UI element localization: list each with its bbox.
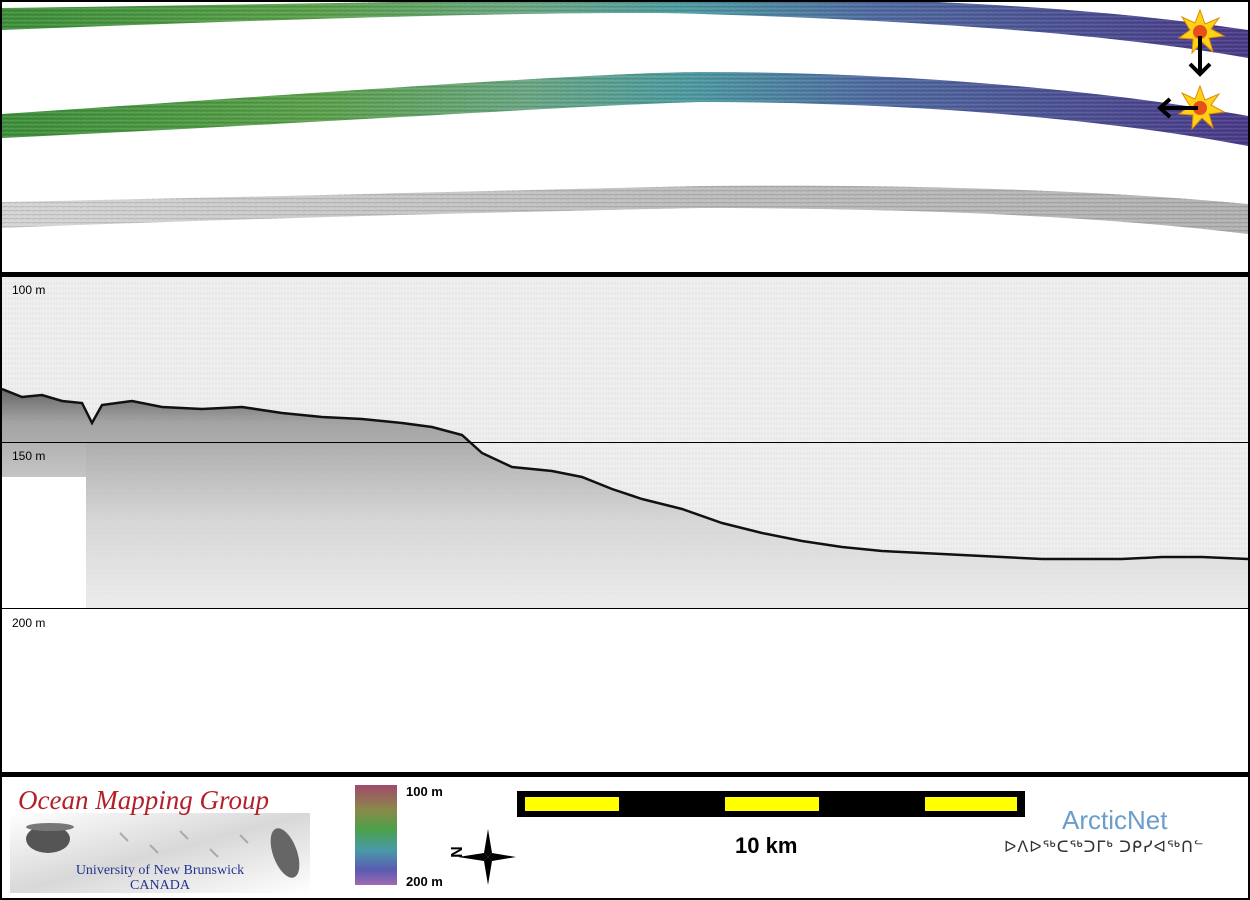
arrow-down-icon bbox=[1188, 36, 1212, 77]
colorbar-top-label: 100 m bbox=[406, 784, 443, 799]
arrow-left-icon bbox=[1157, 97, 1198, 119]
depth-label-150: 150 m bbox=[12, 449, 46, 463]
ocean-mapping-group-logo: Ocean Mapping Group University of New Br… bbox=[10, 783, 310, 893]
colorbar-bottom-label: 200 m bbox=[406, 874, 443, 889]
north-arrow-icon bbox=[458, 829, 516, 885]
profile-image bbox=[1, 277, 1249, 609]
depth-gridline-200 bbox=[2, 608, 1248, 609]
legend-panel: Ocean Mapping Group University of New Br… bbox=[2, 777, 1248, 898]
depth-colorbar bbox=[355, 785, 397, 885]
scale-segment bbox=[725, 797, 819, 811]
scale-segment bbox=[525, 797, 619, 811]
scale-bar bbox=[517, 791, 1025, 817]
separator bbox=[0, 272, 1250, 277]
backscatter-swath bbox=[2, 185, 1248, 234]
partner-inuktitut: ᐅᐱᐅᖅᑕᖅᑐᒥᒃ ᑐᑭᓯᐊᖅᑎᓪ bbox=[1004, 839, 1205, 856]
depth-gridline-150 bbox=[2, 442, 1248, 443]
country-name: CANADA bbox=[130, 878, 190, 893]
subbottom-profile-panel: 100 m 150 m 200 m bbox=[1, 277, 1249, 772]
bathymetry-swath-2 bbox=[2, 72, 1248, 146]
university-name: University of New Brunswick bbox=[75, 863, 245, 878]
depth-label-200: 200 m bbox=[12, 616, 46, 630]
partner-name: ArcticNet bbox=[1062, 805, 1168, 835]
scale-segment bbox=[925, 797, 1017, 811]
swath-map bbox=[2, 0, 1248, 234]
bathymetry-swath-1 bbox=[2, 0, 1248, 58]
depth-label-100: 100 m bbox=[12, 283, 46, 297]
north-arrow-letter: N bbox=[446, 846, 464, 858]
organization-name: Ocean Mapping Group bbox=[18, 785, 269, 815]
scale-bar-label: 10 km bbox=[735, 833, 798, 858]
sun-marker-icon bbox=[1177, 84, 1226, 131]
swath-map-panel bbox=[2, 0, 1248, 272]
logo-background bbox=[10, 813, 310, 893]
separator bbox=[0, 772, 1250, 777]
